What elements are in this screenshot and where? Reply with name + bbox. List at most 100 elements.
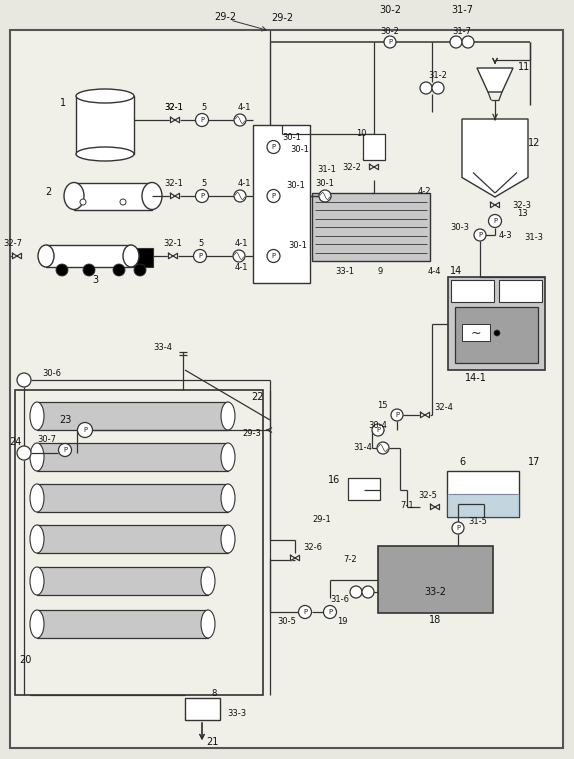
Text: 6: 6 [459,457,465,467]
Bar [448,277,545,370]
Circle shape [56,264,68,276]
Text: 11: 11 [518,62,530,72]
Polygon shape [370,164,378,170]
Text: P: P [83,427,87,433]
Ellipse shape [123,245,139,267]
Circle shape [324,606,336,619]
Polygon shape [421,412,429,417]
Text: 33-1: 33-1 [335,266,355,276]
Bar [37,402,228,430]
Text: 32-3: 32-3 [513,200,532,209]
Text: 32-7: 32-7 [3,240,22,248]
Circle shape [17,373,31,387]
Text: 4-1: 4-1 [237,179,251,188]
Text: 33-2: 33-2 [424,587,446,597]
Text: 29-2: 29-2 [214,12,236,22]
Circle shape [234,190,246,202]
Text: 4-1: 4-1 [237,103,251,112]
Ellipse shape [221,443,235,471]
Text: 31-5: 31-5 [468,517,487,525]
Bar [447,471,519,517]
Text: 30-1: 30-1 [316,179,335,188]
Circle shape [432,82,444,94]
Text: 30-2: 30-2 [379,5,401,15]
Text: 15: 15 [377,401,387,410]
Text: 24: 24 [9,437,21,447]
Text: 5: 5 [199,240,204,248]
Polygon shape [13,254,21,259]
Text: 19: 19 [337,618,347,626]
Text: P: P [63,447,67,453]
Bar [46,245,131,267]
Circle shape [234,114,246,126]
Text: 29-1: 29-1 [313,515,331,524]
Bar [37,443,228,471]
Circle shape [17,446,31,460]
Text: 32-1: 32-1 [165,103,184,112]
Bar [451,280,494,302]
Text: P: P [395,412,399,418]
Text: 4-1: 4-1 [234,240,248,248]
Text: 7-1: 7-1 [400,500,414,509]
Polygon shape [491,203,499,208]
Text: 7-2: 7-2 [343,556,357,565]
Text: 20: 20 [19,655,31,665]
Circle shape [267,190,280,203]
Text: 30-7: 30-7 [37,436,56,445]
Text: 31-1: 31-1 [317,165,336,175]
Text: 9: 9 [377,266,383,276]
Circle shape [83,264,95,276]
Text: 31-3: 31-3 [525,232,544,241]
Text: 31-2: 31-2 [429,71,448,80]
Bar [37,484,228,512]
Circle shape [77,423,92,437]
Text: 32-2: 32-2 [343,162,362,172]
Circle shape [462,36,474,48]
Text: 5: 5 [201,103,207,112]
Circle shape [319,190,331,202]
Text: ~: ~ [471,326,481,339]
Circle shape [488,215,502,228]
Bar [37,567,208,595]
Circle shape [350,586,362,598]
Polygon shape [430,504,440,510]
Bar [37,610,208,638]
Bar [76,96,134,154]
Circle shape [384,36,396,48]
Polygon shape [169,254,177,259]
Ellipse shape [76,147,134,161]
Text: 10: 10 [356,128,366,137]
Circle shape [120,199,126,205]
Bar [312,193,430,261]
Text: 14: 14 [450,266,462,276]
Polygon shape [477,68,513,92]
Text: P: P [493,218,497,224]
Ellipse shape [64,182,84,209]
Circle shape [391,409,403,421]
Circle shape [267,250,280,263]
Text: 14-1: 14-1 [465,373,487,383]
Text: 33-4: 33-4 [153,344,173,352]
Text: 30-1: 30-1 [288,241,307,250]
Ellipse shape [38,245,54,267]
Text: 30-1: 30-1 [282,133,301,141]
Text: 32-1: 32-1 [165,103,184,112]
Text: P: P [328,609,332,615]
Ellipse shape [221,484,235,512]
Text: 12: 12 [528,138,540,148]
Text: 32-5: 32-5 [418,490,437,499]
Bar [74,182,152,209]
Ellipse shape [30,443,44,471]
Circle shape [267,140,280,153]
Circle shape [452,522,464,534]
Text: P: P [272,193,276,199]
Text: 30-4: 30-4 [369,420,387,430]
Ellipse shape [221,525,235,553]
Polygon shape [290,556,300,561]
Circle shape [298,606,312,619]
Text: 4-2: 4-2 [417,187,430,197]
Circle shape [474,229,486,241]
Text: 31-4: 31-4 [354,443,373,452]
Polygon shape [462,119,528,197]
Text: 4-3: 4-3 [498,231,512,240]
